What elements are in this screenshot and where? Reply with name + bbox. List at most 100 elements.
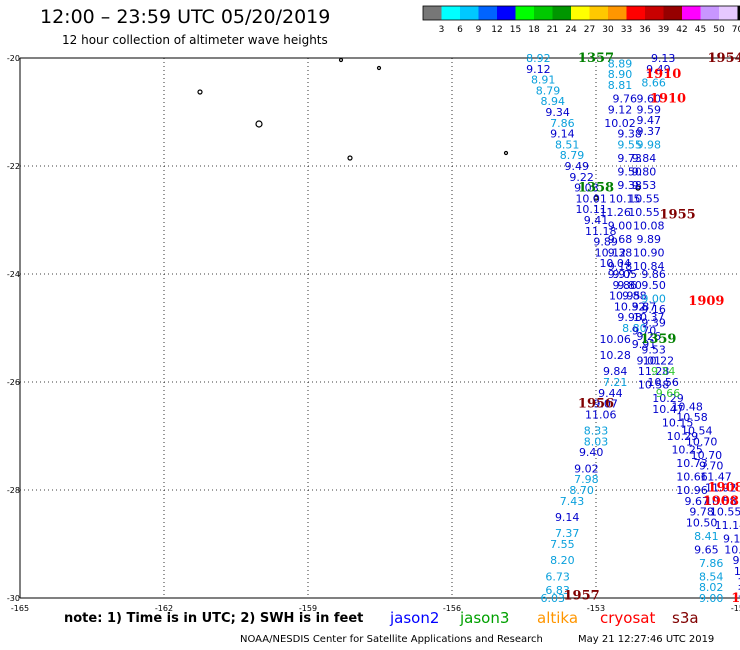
wave-height-label: 9.39 (641, 317, 666, 330)
legend-altika: altika (537, 609, 579, 627)
wave-height-label: 10.58 (638, 379, 670, 392)
colorbar-tick-label: 21 (547, 25, 558, 35)
credit-line: NOAA/NESDIS Center for Satellite Applica… (240, 634, 543, 645)
wave-height-label: 9.26 (637, 330, 662, 343)
colorbar-swatch (645, 6, 664, 20)
colorbar-swatch (737, 6, 740, 20)
x-tick-label: -153 (587, 604, 605, 613)
island-outline (635, 185, 641, 191)
wave-height-label: 9.80 (632, 165, 657, 178)
y-tick-label: -26 (7, 378, 20, 387)
colorbar-tick-label: 70 (732, 25, 740, 35)
wave-height-label: 8.79 (560, 149, 585, 162)
wave-height-label: 8.66 (641, 76, 666, 89)
chart-title: 12:00 – 23:59 UTC 05/20/2019 (40, 6, 331, 28)
wave-height-label: 10.50 (686, 516, 718, 529)
colorbar-swatch (478, 6, 497, 20)
x-tick-label: -159 (299, 604, 317, 613)
island-markers (197, 57, 641, 201)
wave-height-label: 9.84 (632, 152, 657, 165)
wave-height-label: 6.83 (545, 584, 570, 597)
wave-height-label: 11.14 (715, 519, 740, 532)
pass-time-labels: 1357 195419101910135819551909135919561908… (564, 51, 740, 606)
wave-height-label: 8.70 (569, 484, 594, 497)
wave-height-label: 9.16 (641, 303, 666, 316)
wave-height-label: 9.78 (689, 506, 714, 519)
wave-height-label: 9.97 (608, 268, 633, 281)
wave-height-label: 9.98 (637, 138, 662, 151)
wave-height-label: 10.70 (686, 435, 718, 448)
wave-height-label: 10.3 (737, 587, 740, 600)
colorbar-swatch (460, 6, 479, 20)
wave-height-label: 9.12 (526, 63, 551, 76)
legend-s3a: s3a (672, 609, 699, 627)
x-tick-label: -156 (443, 604, 461, 613)
wave-height-label: 9.49 (565, 160, 590, 173)
pass-time-label: 1357 (578, 51, 614, 66)
wave-height-label: 9.12 (608, 103, 633, 116)
wave-height-label: 10.19 (734, 565, 740, 578)
x-tick-label: -150 (731, 604, 740, 613)
wave-height-label: 9.70 (632, 325, 657, 338)
colorbar-swatch (441, 6, 460, 20)
pass-time-label: 1909 (688, 294, 724, 309)
wave-height-label: 10.22 (643, 354, 675, 367)
wave-height-label: 10.29 (667, 430, 699, 443)
colorbar-tick-label: 45 (695, 25, 706, 35)
wave-height-label: 10.12 (595, 246, 627, 259)
wave-height-label: 10.70 (691, 449, 723, 462)
colorbar-border (422, 5, 740, 21)
wave-height-label: 10.01 (575, 192, 607, 205)
wave-height-label: 8.51 (555, 138, 580, 151)
wave-height-label: 9.50 (641, 279, 666, 292)
colorbar-swatch (515, 6, 534, 20)
wave-height-label: 8.79 (536, 84, 561, 97)
pass-time-label: 1956 (578, 397, 614, 412)
wave-height-label: 9.41 (584, 214, 609, 227)
wave-height-label: 9.34 (651, 365, 676, 378)
wave-height-label: 7.43 (560, 495, 585, 508)
wave-height-label: 10.55 (628, 192, 660, 205)
pass-time-label: 190 (731, 591, 740, 606)
wave-height-label: 8.33 (584, 425, 609, 438)
wave-height-label: 10.48 (671, 400, 703, 413)
x-tick-label: -165 (11, 604, 29, 613)
wave-height-label: 9.84 (603, 365, 628, 378)
y-tick-label: -28 (7, 486, 20, 495)
wave-height-label: 10.90 (633, 246, 665, 259)
colorbar-tick-label: 50 (713, 25, 725, 35)
wave-height-label: 10.25 (671, 444, 703, 457)
wave-height-label: 7.37 (555, 527, 580, 540)
wave-height-label: 9.53 (632, 179, 657, 192)
wave-height-label: 11.26 (599, 206, 631, 219)
colorbar-swatch (552, 6, 571, 20)
wave-height-label: 9.14 (555, 511, 580, 524)
wave-height-label: 11.5 (737, 576, 740, 589)
colorbar-tick-label: 3 (439, 25, 445, 35)
wave-height-label: 9.68 (608, 233, 633, 246)
wave-height-label: 9.05 (613, 268, 638, 281)
colorbar-swatch (589, 6, 608, 20)
wave-height-label: 9.88 (622, 290, 647, 303)
wave-height-label: 8.20 (550, 554, 575, 567)
colorbar-swatch (423, 6, 442, 20)
colorbar-swatch (534, 6, 553, 20)
wave-height-label: 9.18 (608, 260, 633, 273)
wave-height-label: 9.07 (593, 398, 618, 411)
wave-height-label: 8.89 (608, 57, 633, 70)
colorbar-tick-label: 33 (621, 25, 632, 35)
wave-height-label: 10.28 (599, 349, 631, 362)
wave-height-label: 10.66 (676, 471, 708, 484)
colorbar: 3691215182124273033363942455070(ft) (422, 5, 740, 35)
colorbar-tick-label: 15 (510, 25, 521, 35)
wave-height-label: 10.32 (614, 300, 646, 313)
wave-height-label: 8.54 (699, 570, 724, 583)
colorbar-swatch (571, 6, 590, 20)
y-tick-label: -20 (7, 54, 20, 63)
pass-time-label: 1910 (645, 67, 681, 82)
colorbar-swatch (626, 6, 645, 20)
pass-time-label: 1358 (578, 181, 614, 196)
wave-height-label: 9.37 (637, 125, 662, 138)
y-tick-label: -22 (7, 162, 20, 171)
wave-height-label: 10.58 (705, 495, 737, 508)
